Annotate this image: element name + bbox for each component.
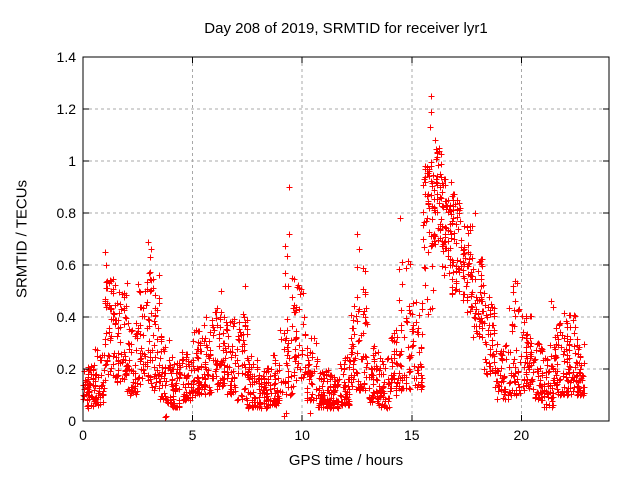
x-tick-label: 20	[513, 427, 530, 443]
y-tick-label: 0.2	[56, 361, 76, 377]
y-axis-label: SRMTID / TECUs	[13, 179, 31, 299]
y-tick-label: 1.4	[56, 49, 76, 65]
x-tick-label: 0	[79, 427, 87, 443]
y-tick-label: 1	[68, 153, 76, 169]
grid-lines	[83, 57, 609, 421]
data-points	[80, 93, 588, 421]
x-axis-label: GPS time / hours	[288, 452, 404, 469]
y-tick-label: 0.8	[56, 205, 76, 221]
y-tick-label: 0	[68, 413, 76, 429]
x-tick-label: 10	[294, 427, 310, 443]
plot-frame	[82, 56, 610, 422]
y-tick-label: 1.2	[56, 101, 76, 117]
chart-title: Day 208 of 2019, SRMTID for receiver lyr…	[204, 20, 488, 37]
y-tick-label: 0.6	[56, 257, 76, 273]
x-tick-label: 15	[403, 427, 420, 443]
x-tick-label: 5	[188, 427, 197, 443]
y-tick-label: 0.4	[56, 309, 76, 325]
